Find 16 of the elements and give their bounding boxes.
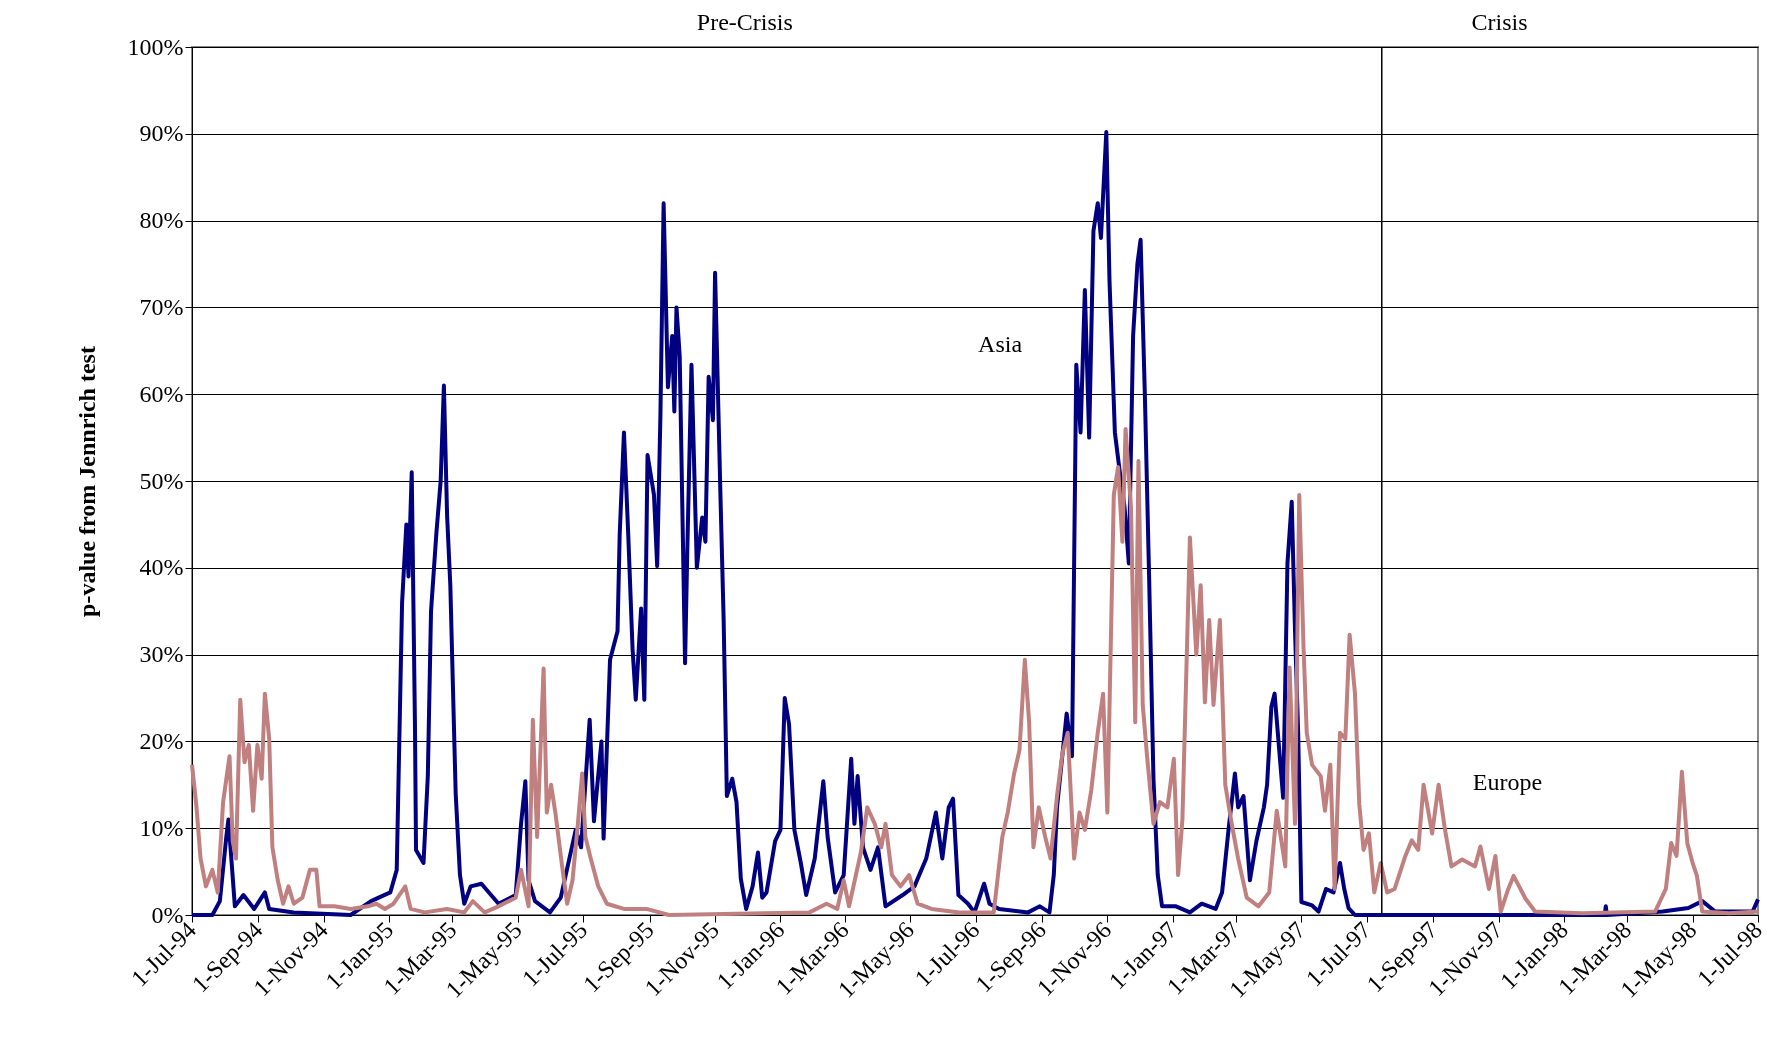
y-tick-label: 40% — [139, 554, 184, 581]
y-axis-title: p-value from Jennrich test — [73, 346, 100, 617]
text: Pre-Crisis — [696, 9, 793, 35]
y-tick-label: 80% — [139, 207, 184, 234]
text: Crisis — [1471, 9, 1528, 35]
y-tick-label: 90% — [139, 120, 184, 147]
y-tick-label: 60% — [139, 380, 184, 407]
series-label: Europe — [1472, 769, 1543, 796]
y-tick-label: 50% — [139, 467, 184, 494]
text: Asia — [978, 330, 1023, 357]
y-tick-label: 100% — [127, 33, 184, 60]
y-tick-label: 30% — [139, 641, 184, 668]
y-tick-label: 0% — [151, 901, 184, 928]
y-tick-label: 10% — [139, 814, 184, 841]
y-tick-label: 70% — [139, 293, 184, 320]
y-tick-label: 20% — [139, 727, 184, 754]
